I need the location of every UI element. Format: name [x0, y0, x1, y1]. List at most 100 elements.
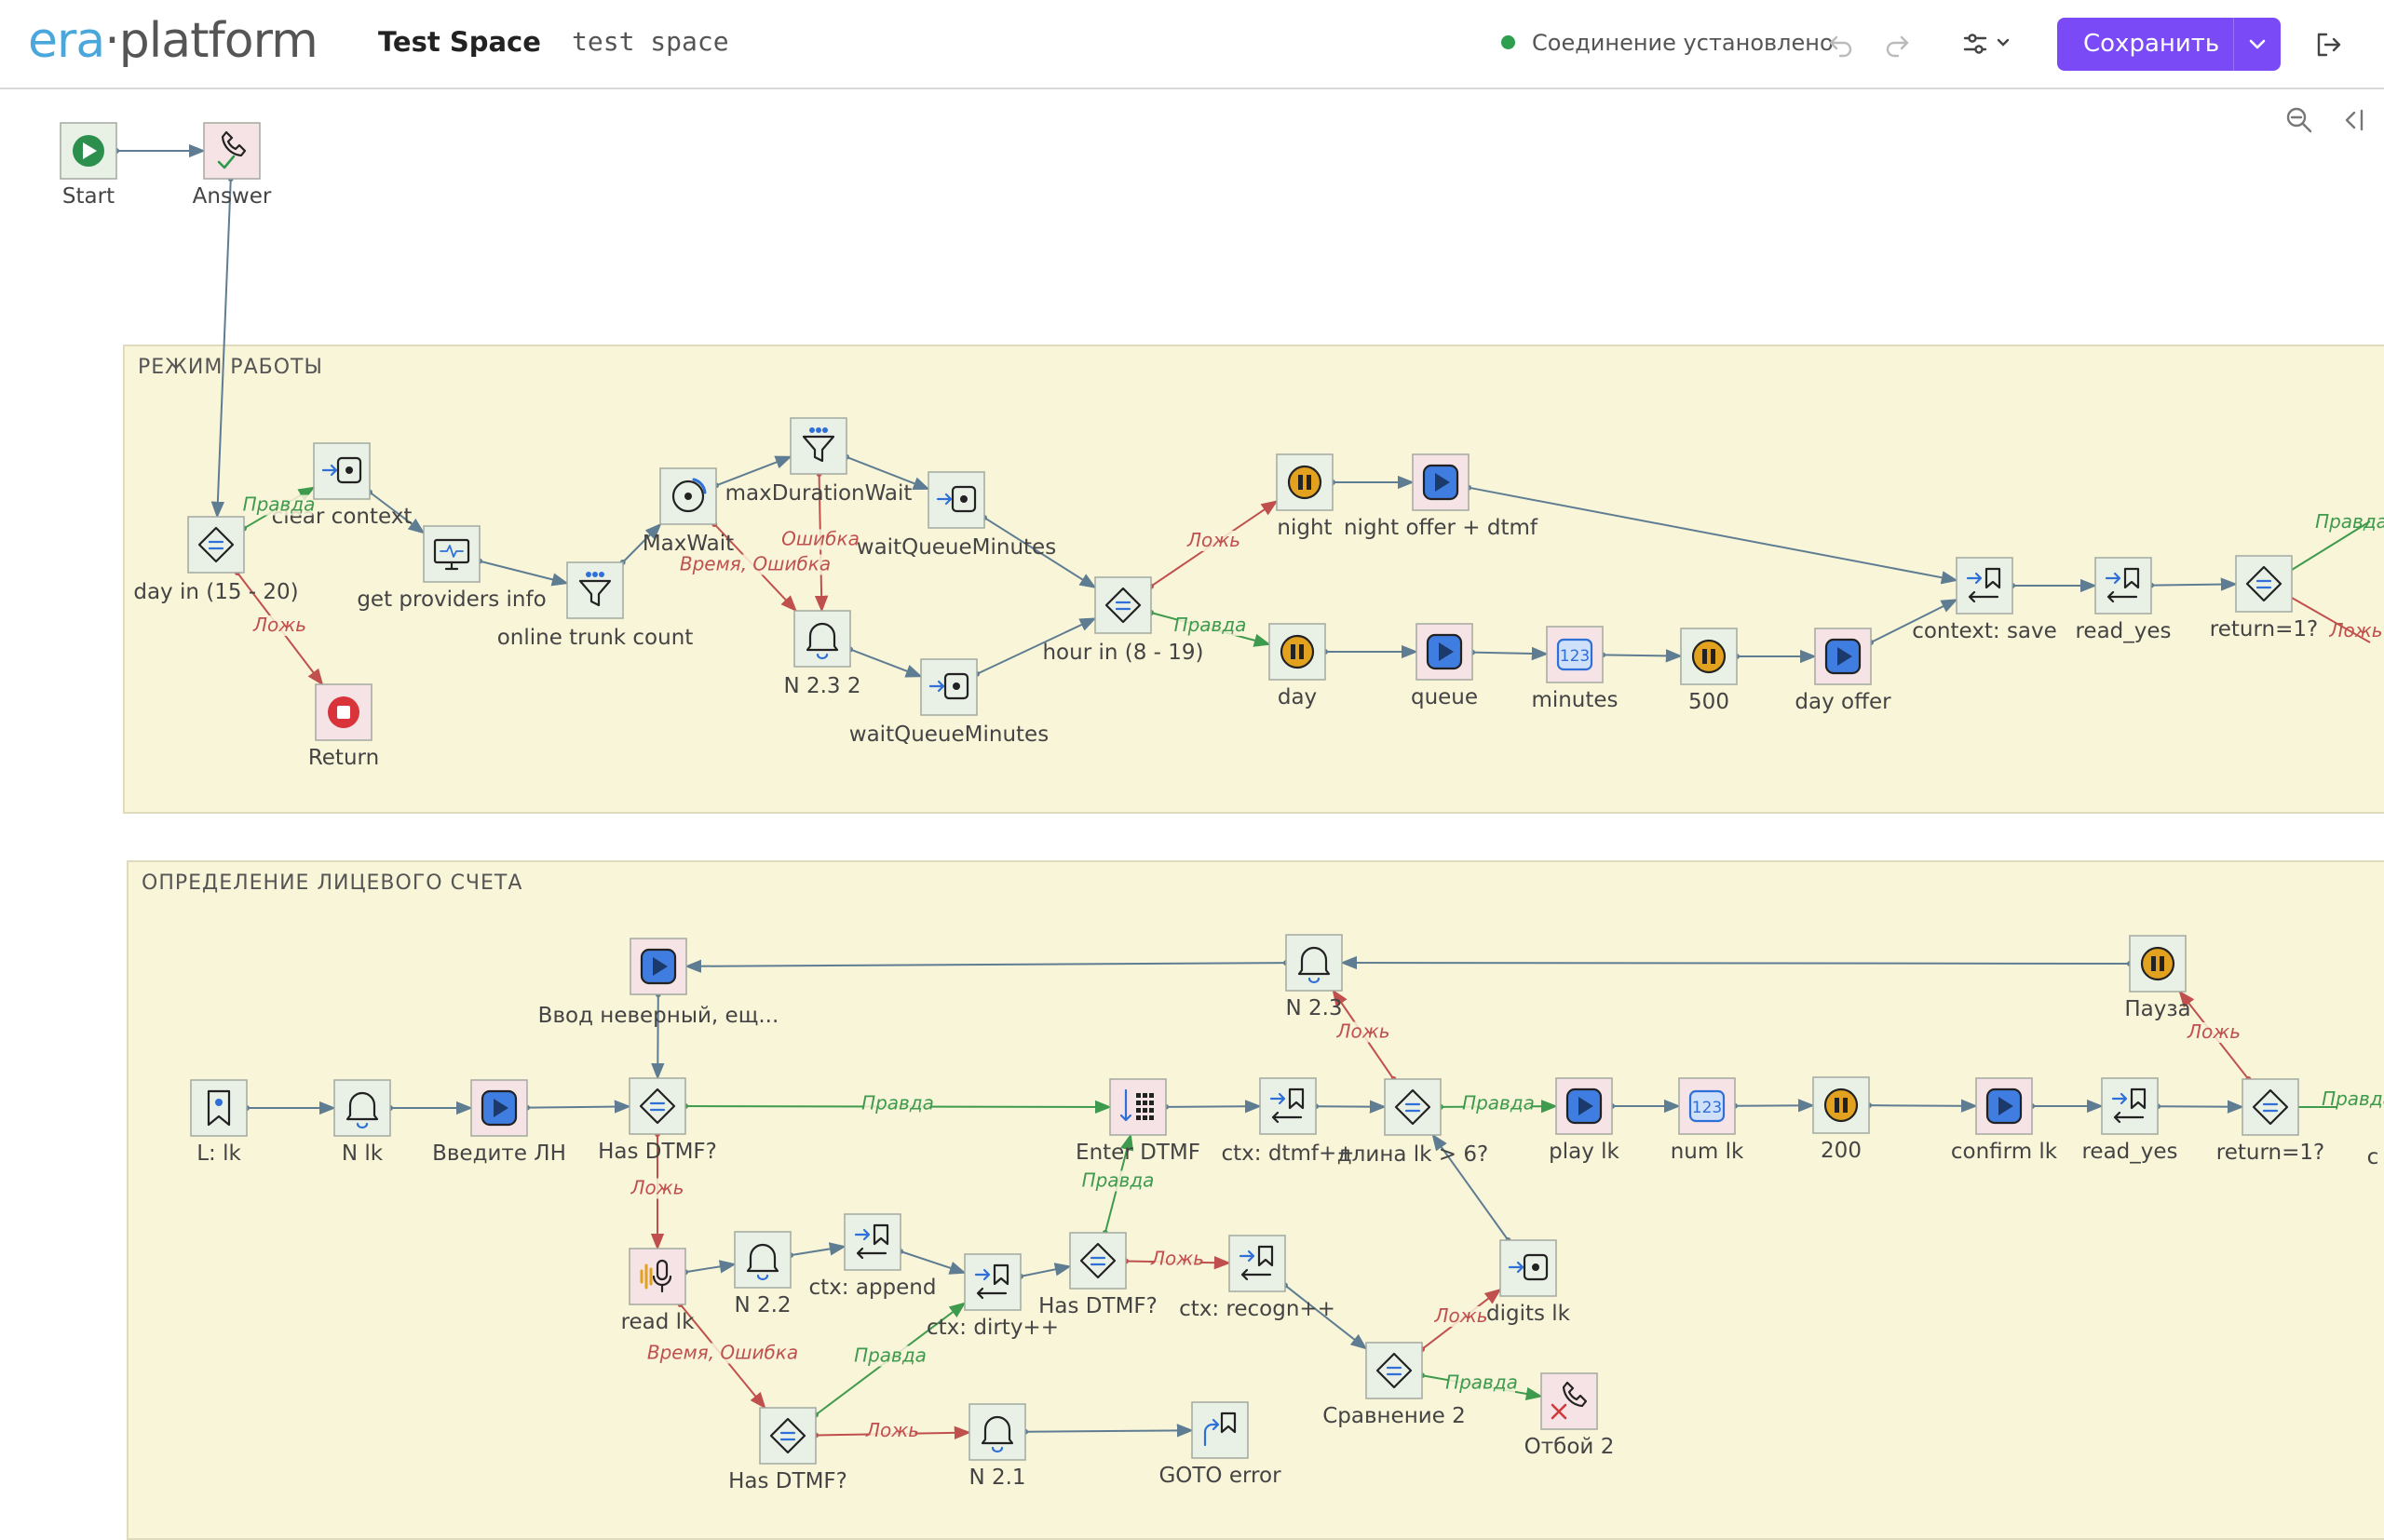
edge-enterdtmf-ctxdtmf[interactable] — [1165, 1100, 1262, 1114]
node-maxwait[interactable]: MaxWait — [643, 467, 734, 556]
node-night[interactable]: night — [1276, 453, 1334, 540]
node-onlinetrunk[interactable]: online trunk count — [497, 561, 694, 650]
node-readyes1[interactable]: read_yes — [2075, 557, 2172, 643]
node-digitslk[interactable]: digits lk — [1486, 1239, 1571, 1326]
node-ctxappend[interactable]: ctx: append — [809, 1213, 937, 1300]
node-ctxdirty[interactable]: ctx: dirty++ — [927, 1253, 1059, 1340]
node-vvedite[interactable]: Введите ЛН — [432, 1079, 566, 1166]
edge-vvod-hasdtmf1[interactable] — [651, 993, 665, 1080]
edge-readyes2-return1b[interactable] — [2157, 1100, 2244, 1114]
node-ctxdtmf[interactable]: ctx: dtmf++ — [1222, 1077, 1355, 1166]
node-queue[interactable]: queue — [1411, 623, 1478, 709]
node-hour[interactable]: hour in (8 - 19) — [1042, 576, 1204, 665]
node-label: L: lk — [196, 1141, 241, 1166]
edge-maxwait-maxdur[interactable] — [715, 455, 792, 487]
node-playlk[interactable]: play lk — [1549, 1077, 1620, 1164]
edge-getprov-onlinetrunk[interactable] — [479, 560, 569, 587]
edge-onlinetrunk-maxwait[interactable] — [621, 522, 662, 563]
edge-ctxappend-ctxdirty[interactable] — [900, 1250, 967, 1275]
node-ctxsave[interactable]: context: save — [1912, 557, 2057, 643]
edge-readyes1-return1a[interactable] — [2150, 577, 2238, 591]
save-dropdown-toggle[interactable] — [2233, 18, 2281, 71]
edge-ctxdtmf-dlina[interactable] — [1315, 1100, 1387, 1114]
node-otboi2[interactable]: Отбой 2 — [1524, 1372, 1615, 1459]
node-day1520[interactable]: day in (15 - 20) — [133, 516, 299, 604]
node-minutes[interactable]: 123 minutes — [1531, 626, 1619, 712]
edge-label-bg — [245, 494, 313, 516]
node-p500[interactable]: 500 — [1680, 628, 1738, 714]
node-start[interactable]: Start — [60, 122, 117, 209]
edge-nightoffer-ctxsave[interactable] — [1468, 486, 1958, 585]
edge-vvedite-hasdtmf1[interactable] — [526, 1100, 631, 1114]
node-answer[interactable]: Answer — [193, 122, 272, 209]
node-readyes2[interactable]: read_yes — [2081, 1077, 2178, 1164]
save-button[interactable]: Сохранить — [2057, 18, 2281, 71]
app-logo[interactable]: era·platform — [28, 13, 318, 69]
zoom-out-icon[interactable] — [2285, 106, 2313, 134]
node-label: Введите ЛН — [432, 1141, 566, 1166]
node-n22[interactable]: N 2.2 — [734, 1231, 792, 1317]
edge-maxdur-waitq1[interactable] — [846, 455, 930, 491]
node-waitq2[interactable]: waitQueueMinutes — [849, 658, 1049, 747]
node-dayoffer[interactable]: day offer — [1795, 628, 1891, 714]
node-confirmlk[interactable]: confirm lk — [1951, 1077, 2058, 1164]
node-llk[interactable]: L: lk — [190, 1079, 248, 1166]
edge-label-bg — [2191, 1022, 2237, 1043]
edge-queue-minutes[interactable] — [1471, 646, 1549, 661]
node-nightoffer[interactable]: night offer + dtmf — [1344, 453, 1538, 540]
edge-answer-day1520[interactable] — [210, 178, 232, 519]
zone-account[interactable] — [127, 860, 2384, 1540]
node-return1b[interactable]: return=1? — [2216, 1078, 2324, 1165]
node-hasdtmf1[interactable]: Has DTMF? — [598, 1077, 717, 1164]
logout-icon[interactable] — [2313, 30, 2343, 60]
node-vvod[interactable]: Ввод неверный, ещ... — [538, 938, 779, 1028]
node-n23[interactable]: N 2.3 — [1285, 934, 1343, 1020]
assign-icon — [321, 456, 362, 484]
node-clearctx[interactable]: clear context — [272, 442, 413, 529]
node-nlk[interactable]: N lk — [333, 1079, 391, 1166]
edge-offscreen-true[interactable] — [2291, 520, 2371, 571]
edge-ctxrecogn-sravn2[interactable] — [1284, 1284, 1368, 1350]
edge-digitslk-dlina[interactable] — [1431, 1133, 1510, 1241]
edge-numlk-p200[interactable] — [1734, 1099, 1815, 1113]
edge-clearctx-getprov[interactable] — [369, 491, 426, 534]
node-maxdur[interactable]: maxDurationWait — [725, 417, 913, 506]
node-sravn2[interactable]: Сравнение 2 — [1322, 1342, 1466, 1428]
node-readlk[interactable]: read lk — [621, 1248, 695, 1334]
chevron-down-icon — [2249, 39, 2266, 49]
node-numlk[interactable]: 123 num lk — [1671, 1077, 1744, 1164]
node-getprov[interactable]: get providers info — [357, 525, 547, 612]
node-enterdtmf[interactable]: Enter DTMF — [1076, 1078, 1200, 1165]
settings-sliders-icon[interactable] — [1961, 30, 2017, 58]
node-n232[interactable]: N 2.3 2 — [783, 610, 861, 698]
edge-n232-waitq2[interactable] — [849, 648, 923, 678]
edge-n22-ctxappend[interactable] — [790, 1242, 847, 1257]
node-p200[interactable]: 200 — [1812, 1076, 1870, 1163]
edge-p200-confirmlk[interactable] — [1868, 1099, 1978, 1113]
edge-waitq1-hour[interactable] — [983, 517, 1097, 589]
node-ctxrecogn[interactable]: ctx: recogn++ — [1179, 1235, 1335, 1321]
edge-waitq2-hour[interactable] — [976, 617, 1097, 675]
node-n21[interactable]: N 2.1 — [968, 1403, 1026, 1490]
node-gotoerror[interactable]: GOTO error — [1158, 1401, 1281, 1488]
goto-icon — [1203, 1412, 1237, 1447]
redo-icon[interactable] — [1883, 30, 1911, 58]
node-hasdtmf2[interactable]: Has DTMF? — [1038, 1232, 1158, 1318]
node-day[interactable]: day — [1268, 623, 1326, 709]
edge-ctxdirty-hasdtmf2[interactable] — [1020, 1263, 1072, 1277]
edge-n21-gotoerror[interactable] — [1024, 1424, 1194, 1438]
edge-pauza-n23[interactable] — [1340, 955, 2131, 970]
node-return[interactable]: Return — [308, 683, 379, 770]
node-hasdtmf3[interactable]: Has DTMF? — [728, 1407, 847, 1493]
edge-dayoffer-ctxsave[interactable] — [1870, 599, 1958, 643]
node-return1a[interactable]: return=1? — [2210, 555, 2318, 642]
undo-icon[interactable] — [1827, 30, 1855, 58]
collapse-panel-icon[interactable] — [2339, 106, 2367, 134]
edge-offscreen-false[interactable] — [2291, 597, 2371, 643]
edge-readlk-n22[interactable] — [684, 1260, 737, 1274]
node-dlina[interactable]: длина lk > 6? — [1337, 1078, 1488, 1167]
node-waitq1[interactable]: waitQueueMinutes — [857, 471, 1056, 560]
node-pauza[interactable]: Пауза — [2124, 935, 2191, 1021]
edge-n23-vvod[interactable] — [684, 959, 1287, 973]
